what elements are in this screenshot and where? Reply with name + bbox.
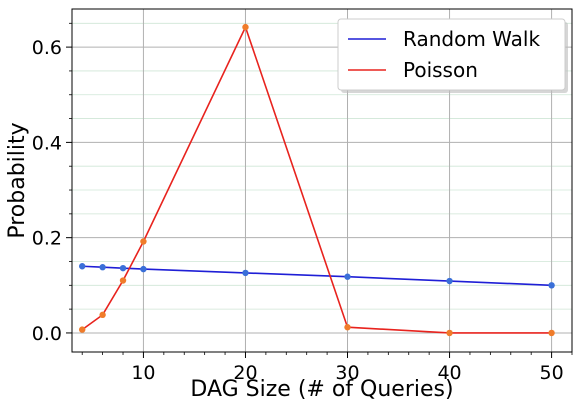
random-walk-point xyxy=(99,264,106,271)
x-tick-label: 40 xyxy=(437,362,461,384)
poisson-point xyxy=(548,329,555,337)
x-axis-label: DAG Size (# of Queries) xyxy=(190,377,453,402)
y-tick-label: 0.2 xyxy=(32,228,62,250)
random-walk-point xyxy=(242,269,249,277)
plot-frame xyxy=(71,8,573,353)
random-walk-point xyxy=(548,282,555,289)
legend-label-poisson: Poisson xyxy=(403,58,478,82)
random-walk-point xyxy=(140,265,147,273)
poisson-point xyxy=(344,324,351,331)
x-tick-label: 30 xyxy=(335,362,359,384)
y-tick-label: 0.0 xyxy=(32,323,62,345)
tick-layer: 0.0 0.2 0.4 0.6 10 20 30 40 50 xyxy=(32,22,573,384)
poisson-point xyxy=(446,329,453,337)
y-tick-label: 0.4 xyxy=(32,132,62,154)
x-tick-label: 20 xyxy=(233,362,257,384)
x-tick-label: 50 xyxy=(539,362,563,384)
poisson-point xyxy=(99,311,106,319)
legend-label-random-walk: Random Walk xyxy=(403,27,540,51)
random-walk-point xyxy=(446,277,453,285)
series-layer xyxy=(79,23,555,337)
poisson-line xyxy=(81,24,552,334)
poisson-point xyxy=(140,238,147,245)
y-tick-label: 0.6 xyxy=(32,37,62,59)
x-tick-label: 10 xyxy=(131,362,155,384)
random-walk-line xyxy=(82,265,552,287)
poisson-point xyxy=(119,277,127,284)
poisson-point xyxy=(79,326,86,333)
poisson-point xyxy=(242,23,249,31)
legend: Random Walk Poisson xyxy=(337,18,568,93)
random-walk-point xyxy=(119,264,127,272)
legend-box xyxy=(337,18,566,91)
random-walk-point xyxy=(79,263,86,270)
random-walk-point xyxy=(344,273,351,280)
y-axis-label: Probability xyxy=(5,122,30,238)
